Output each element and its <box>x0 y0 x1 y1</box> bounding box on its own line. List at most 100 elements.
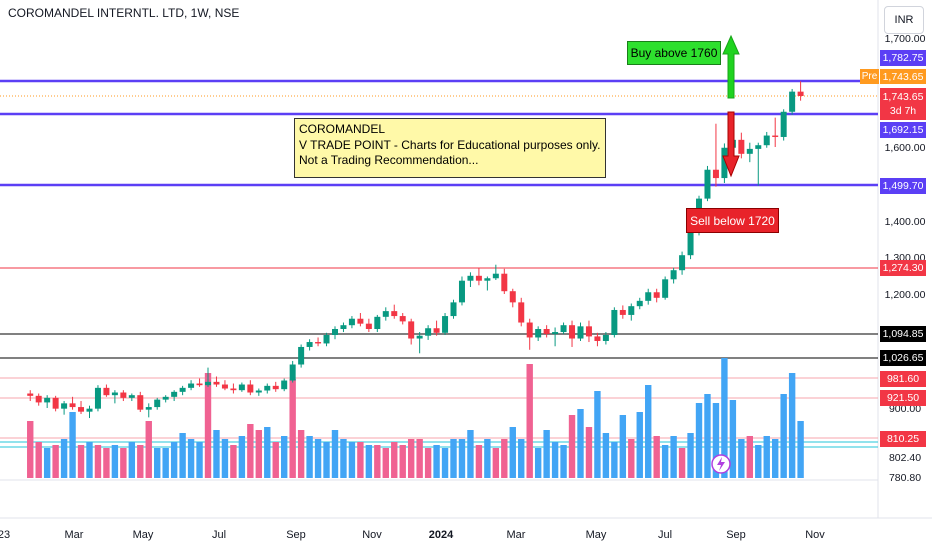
candle-body <box>323 335 330 344</box>
time-tick-label: Mar <box>507 529 526 541</box>
price-tick-label: 780.80 <box>889 472 921 484</box>
candle-body <box>433 328 440 333</box>
candle-body <box>721 147 728 179</box>
volume-bar <box>441 448 449 478</box>
candle-body <box>611 309 618 336</box>
candle-body <box>797 91 804 96</box>
volume-bar <box>264 427 271 478</box>
candle-body <box>484 278 491 281</box>
candle-body <box>357 318 364 324</box>
volume-bar <box>111 445 119 478</box>
volume-bar <box>628 439 635 478</box>
candle-body <box>535 328 542 338</box>
volume-bar <box>585 427 593 478</box>
candle-body <box>382 311 389 317</box>
candle-body <box>408 321 415 339</box>
candle-body <box>789 91 796 112</box>
volume-bar <box>424 448 432 478</box>
candle-body <box>653 292 660 298</box>
price-tick-label: 1,600.00 <box>885 142 926 154</box>
volume-bar <box>772 439 779 478</box>
price-label: 1,692.15 <box>880 122 926 138</box>
candle-body <box>196 383 203 386</box>
volume-bar <box>86 442 93 478</box>
candle-body <box>162 396 169 400</box>
time-tick-label: Jul <box>658 529 672 541</box>
volume-bar <box>755 445 762 478</box>
volume-bar <box>501 439 508 478</box>
price-tick-label: 1,400.00 <box>885 216 926 228</box>
candle-body <box>475 275 482 281</box>
candle-body <box>560 325 567 333</box>
candle-body <box>340 325 347 329</box>
volume-bar <box>120 448 127 478</box>
candle-body <box>399 316 406 322</box>
volume-bar <box>636 412 643 478</box>
candle-body <box>61 403 68 409</box>
candle-body <box>298 346 305 365</box>
candle-body <box>120 392 127 398</box>
price-label: 981.60 <box>880 371 926 387</box>
volume-bar <box>780 394 787 478</box>
candle-body <box>594 336 601 341</box>
candle-body <box>230 388 237 391</box>
candle-body <box>331 328 338 336</box>
volume-bar <box>661 445 669 478</box>
volume-bar <box>221 439 229 478</box>
premarket-tag: Pre <box>860 69 879 84</box>
volume-bar <box>399 445 406 478</box>
volume-bar <box>687 433 694 478</box>
volume-bar <box>645 385 652 478</box>
candle-body <box>35 395 42 403</box>
candle-body <box>171 391 178 397</box>
price-label: 921.50 <box>880 390 926 406</box>
last-price-value: 1,743.65 <box>882 91 924 103</box>
price-label: 1,274.30 <box>880 260 926 276</box>
volume-bar <box>357 442 364 478</box>
candle-body <box>188 383 195 388</box>
volume-bar <box>331 430 339 478</box>
volume-bar <box>602 433 610 478</box>
volume-bar <box>738 439 745 478</box>
volume-bar <box>492 448 500 478</box>
volume-bar <box>272 442 279 478</box>
time-tick-label: May <box>586 529 607 541</box>
volume-bar <box>695 403 703 478</box>
volume-bar <box>450 439 457 478</box>
candle-body <box>137 395 144 410</box>
candle-body <box>645 292 652 301</box>
candle-body <box>467 275 474 281</box>
candle-body <box>374 316 381 329</box>
candle-body <box>628 306 635 315</box>
note-line: Not a Trading Recommendation... <box>299 153 479 167</box>
volume-bar <box>77 445 85 478</box>
time-tick-label: 23 <box>0 529 10 541</box>
volume-bar <box>255 430 263 478</box>
volume-bar <box>35 442 42 478</box>
volume-bar <box>518 439 525 478</box>
volume-bar <box>154 448 161 478</box>
candle-body <box>450 302 457 317</box>
volume-bar <box>433 445 440 478</box>
candle-body <box>763 135 770 146</box>
volume-bar <box>137 445 144 478</box>
volume-bar <box>297 430 305 478</box>
volume-bar <box>763 436 770 478</box>
volume-bar <box>382 448 389 478</box>
candle-body <box>213 381 220 385</box>
candle-body <box>518 302 525 323</box>
volume-bar <box>170 442 178 478</box>
volume-bar <box>594 391 601 478</box>
candle-body <box>348 318 355 326</box>
volume-bar <box>704 394 711 478</box>
volume-bar <box>43 448 51 478</box>
volume-bar <box>712 403 720 478</box>
note-line: COROMANDEL <box>299 122 386 136</box>
currency-button[interactable]: INR <box>884 6 924 34</box>
volume-bar <box>230 445 237 478</box>
candle-body <box>255 390 262 393</box>
candle-body <box>306 342 313 347</box>
last-price-label: 1,743.65 3d 7h <box>880 88 926 120</box>
